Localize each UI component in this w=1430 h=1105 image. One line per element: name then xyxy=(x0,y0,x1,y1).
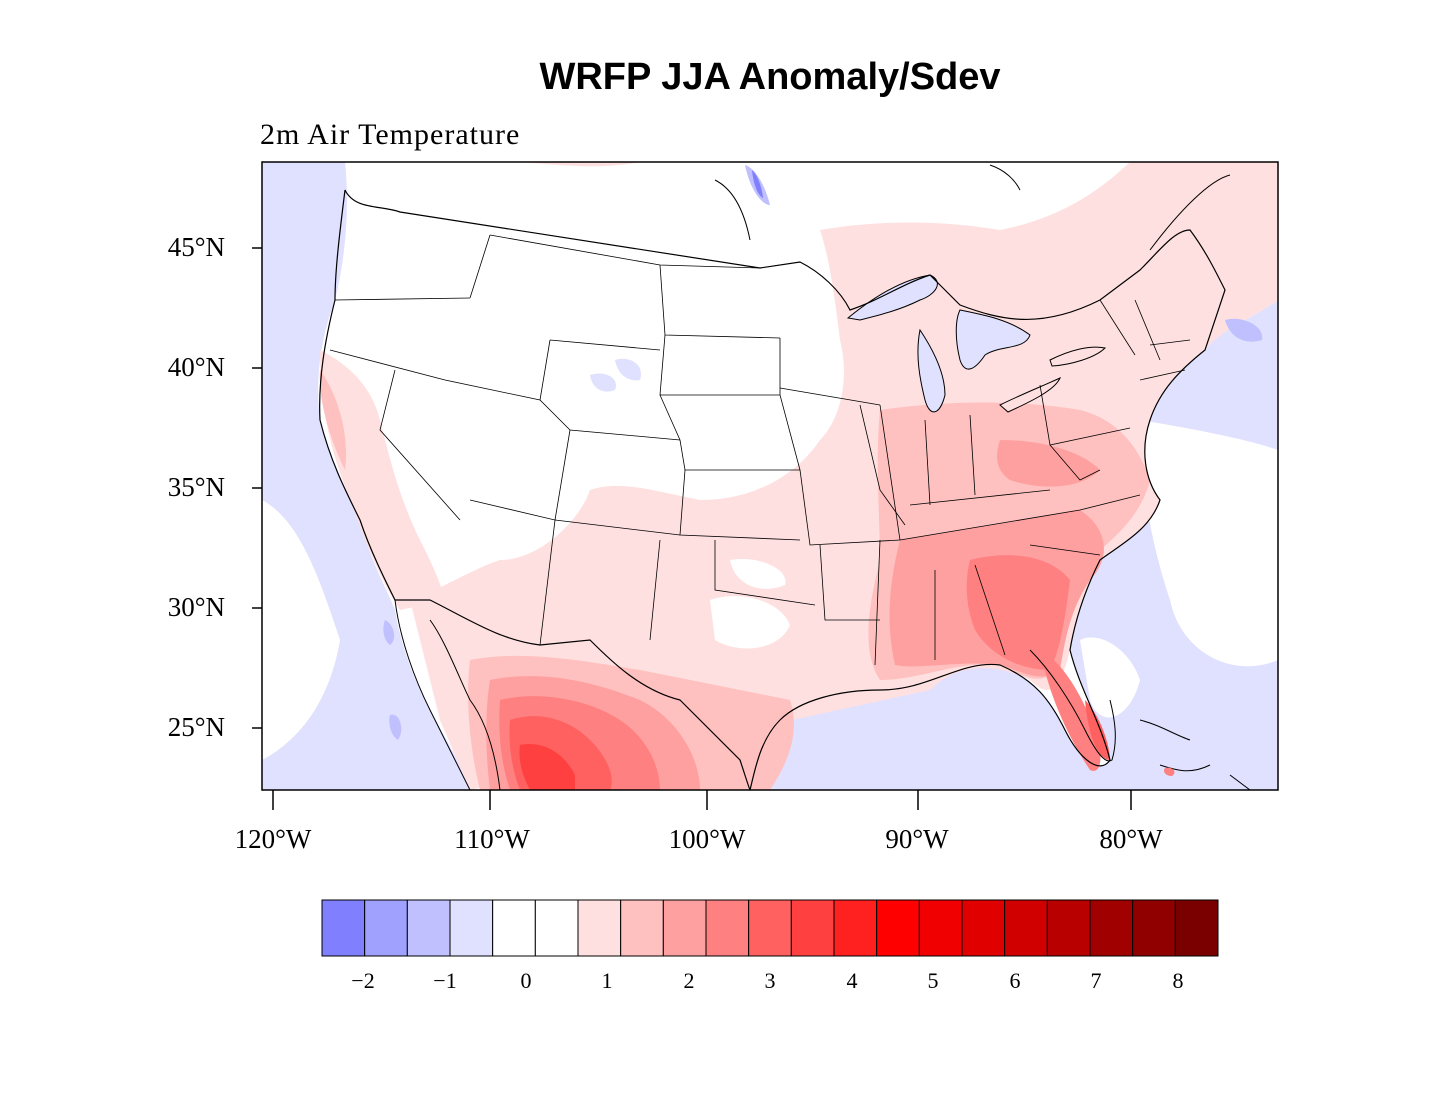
lake-huron xyxy=(955,309,1031,370)
colorbar-box xyxy=(321,899,366,957)
map-title: WRFP JJA Anomaly/Sdev xyxy=(539,56,1001,98)
lake-michigan xyxy=(917,328,946,413)
colorbar-label: 4 xyxy=(846,968,858,993)
colorbar-label: 6 xyxy=(1009,968,1021,993)
lat-label-25n: 25°N xyxy=(167,712,225,742)
colorbar-box xyxy=(406,899,451,957)
colorbar-label: −2 xyxy=(351,968,375,993)
lake-ontario xyxy=(1049,346,1107,367)
colorbar-label: 2 xyxy=(683,968,695,993)
colorbar-box xyxy=(620,899,664,957)
lat-label-30n: 30°N xyxy=(167,592,225,622)
lon-label-90w: 90°W xyxy=(885,824,949,854)
variable-subtitle: 2m Air Temperature xyxy=(260,118,521,151)
lon-label-120w: 120°W xyxy=(234,824,312,854)
state-boundaries xyxy=(329,234,1191,666)
colorbar-label: 5 xyxy=(927,968,939,993)
map-panel xyxy=(262,162,1278,790)
lat-label-40n: 40°N xyxy=(167,352,225,382)
us-outline xyxy=(344,189,1226,790)
colorbar-box xyxy=(662,899,707,957)
colorbar-box xyxy=(833,899,878,957)
lake-superior xyxy=(846,274,938,321)
lake-erie xyxy=(999,377,1061,413)
lat-label-35n: 35°N xyxy=(167,472,225,502)
colorbar-box xyxy=(577,899,622,957)
map-frame xyxy=(261,161,1279,791)
lon-label-80w: 80°W xyxy=(1099,824,1163,854)
lon-label-100w: 100°W xyxy=(668,824,746,854)
colorbar-box xyxy=(449,899,494,957)
colorbar-box xyxy=(961,899,1006,957)
lon-ticks xyxy=(272,790,1132,810)
colorbar xyxy=(321,899,1219,957)
colorbar-box xyxy=(1004,899,1048,957)
colorbar-box xyxy=(1089,899,1134,957)
colorbar-box xyxy=(748,899,792,957)
colorbar-box xyxy=(1046,899,1091,957)
colorbar-box xyxy=(1132,899,1176,957)
lon-label-110w: 110°W xyxy=(454,824,530,854)
colorbar-box xyxy=(492,899,536,957)
colorbar-box xyxy=(364,899,408,957)
lat-label-45n: 45°N xyxy=(167,232,225,262)
colorbar-label: 1 xyxy=(601,968,613,993)
colorbar-box xyxy=(918,899,963,957)
colorbar-box xyxy=(876,899,920,957)
lat-ticks xyxy=(252,247,262,729)
colorbar-box xyxy=(1174,899,1219,957)
colorbar-label: 3 xyxy=(764,968,776,993)
colorbar-label: 0 xyxy=(520,968,532,993)
colorbar-box xyxy=(705,899,750,957)
colorbar-box xyxy=(534,899,579,957)
colorbar-label: −1 xyxy=(433,968,457,993)
colorbar-label: 7 xyxy=(1090,968,1102,993)
colorbar-label: 8 xyxy=(1172,968,1184,993)
colorbar-box xyxy=(790,899,835,957)
